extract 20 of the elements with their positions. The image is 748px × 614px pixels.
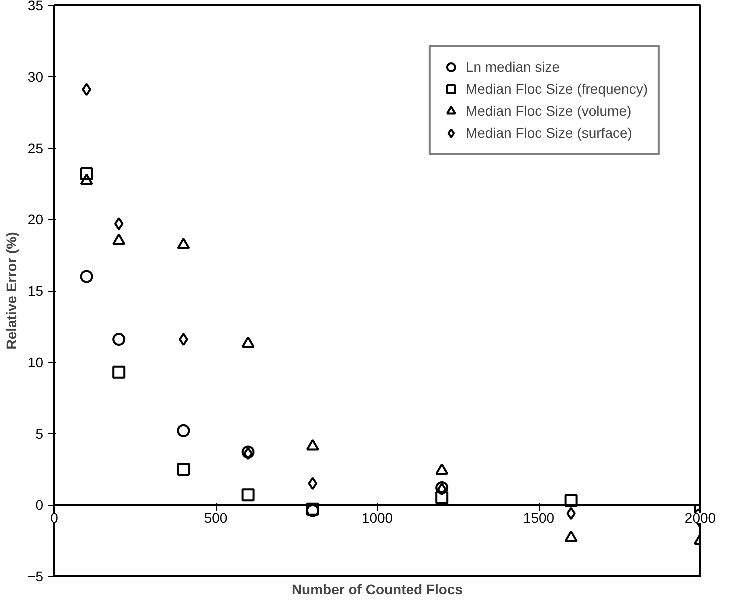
x-tick-label: 1500 — [523, 510, 555, 526]
y-tick-label: 35 — [28, 0, 44, 14]
y-tick-label: −5 — [28, 568, 44, 584]
x-tick-label: 1000 — [362, 510, 394, 526]
legend-label: Median Floc Size (frequency) — [466, 81, 648, 97]
x-tick-label: 0 — [50, 510, 59, 526]
y-axis-title: Relative Error (%) — [4, 232, 20, 350]
y-tick-label: 15 — [28, 283, 44, 299]
y-tick-label: 10 — [28, 354, 44, 370]
y-tick-label: 30 — [28, 68, 44, 85]
y-tick-label: 5 — [36, 426, 44, 442]
legend-label: Ln median size — [466, 59, 560, 75]
x-tick-label: 2000 — [684, 510, 716, 526]
y-tick-label: 20 — [28, 212, 44, 228]
x-axis-title: Number of Counted Flocs — [292, 582, 464, 598]
x-tick-label: 500 — [204, 510, 228, 526]
y-tick-label: 0 — [36, 497, 44, 514]
legend-label: Median Floc Size (volume) — [466, 103, 632, 119]
legend-label: Median Floc Size (surface) — [466, 125, 632, 141]
y-tick-label: 25 — [28, 140, 44, 156]
